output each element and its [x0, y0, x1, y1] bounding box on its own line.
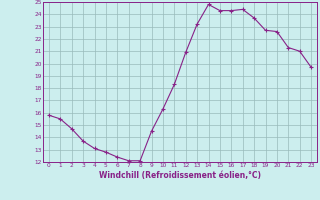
X-axis label: Windchill (Refroidissement éolien,°C): Windchill (Refroidissement éolien,°C)	[99, 171, 261, 180]
